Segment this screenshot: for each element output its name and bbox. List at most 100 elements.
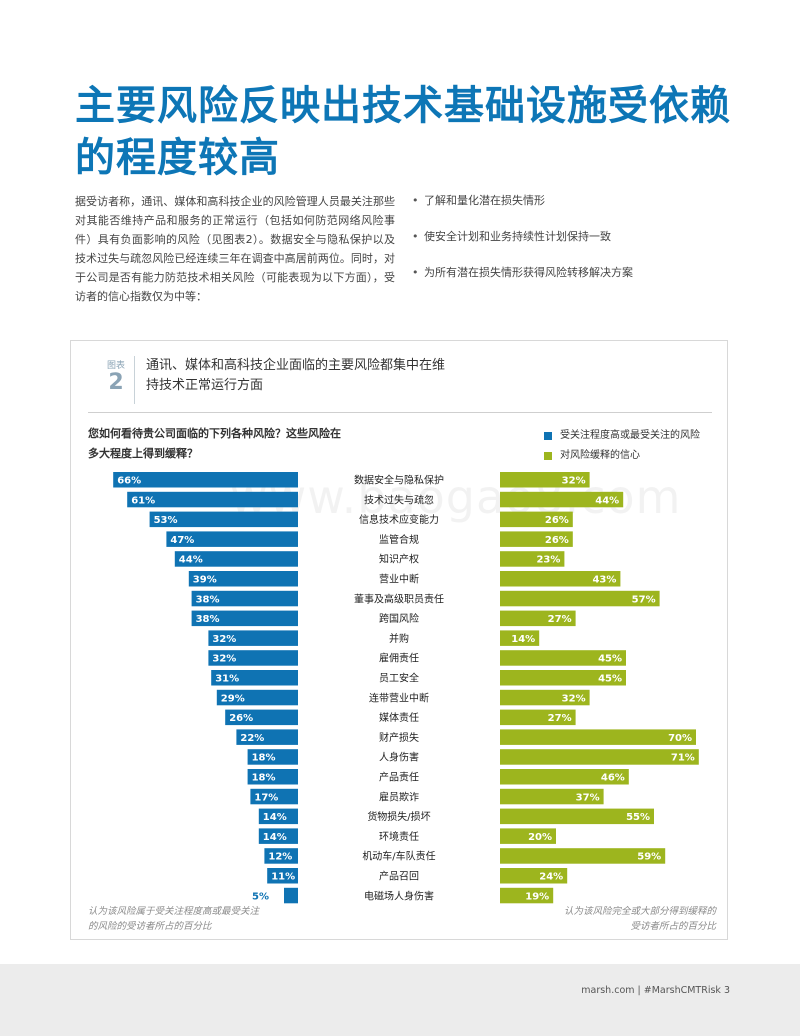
figure-frame	[70, 340, 728, 940]
concern-value-label: 66%	[117, 476, 141, 487]
bullet-item: 为所有潜在损失情形获得风险转移解决方案	[412, 266, 742, 280]
page-title: 主要风险反映出技术基础设施受依赖的程度较高	[75, 83, 731, 181]
concern-bar	[127, 491, 298, 508]
risk-category-label: 董事及高级职员责任	[354, 592, 444, 605]
confidence-bar	[500, 610, 576, 627]
confidence-value-label: 43%	[592, 575, 616, 586]
concern-bar	[188, 571, 298, 587]
concern-bar	[208, 650, 298, 666]
confidence-value-label: 55%	[626, 812, 650, 823]
figure-label-text: 图表	[106, 361, 125, 371]
confidence-value-label: 19%	[525, 891, 549, 902]
concern-value-label: 22%	[240, 733, 264, 744]
survey-question: 您如何看待贵公司面临的下列各种风险？这些风险在多大程度上得到缓释？	[88, 427, 341, 460]
confidence-bar	[500, 709, 576, 726]
concern-bar	[258, 808, 298, 825]
confidence-value-label: 24%	[539, 872, 563, 883]
confidence-value-label: 46%	[601, 773, 625, 784]
bullet-list: 了解和量化潜在损失情形 使安全计划和业务持续性计划保持一致 为所有潜在损失情形获…	[412, 194, 742, 302]
concern-value-label: 31%	[215, 674, 239, 685]
confidence-value-label: 45%	[598, 674, 622, 685]
risk-category-label: 监管合规	[379, 533, 419, 546]
concern-value-label: 38%	[196, 614, 220, 625]
confidence-bar	[500, 788, 604, 805]
confidence-bar	[500, 769, 629, 785]
confidence-bar	[500, 650, 626, 666]
concern-bar	[250, 788, 298, 805]
concern-bar	[267, 868, 298, 884]
concern-bar	[149, 511, 298, 528]
risk-category-label: 媒体责任	[379, 711, 419, 724]
confidence-bar	[500, 868, 568, 884]
confidence-value-label: 71%	[671, 753, 695, 764]
legend-label-confidence: 对风险缓释的信心	[560, 450, 640, 461]
confidence-value-label: 27%	[548, 614, 572, 625]
concern-bar	[247, 769, 298, 785]
confidence-bar	[500, 670, 626, 686]
risk-category-label: 人身伤害	[379, 751, 419, 764]
risk-category-label: 技术过失与疏忽	[364, 493, 434, 506]
concern-value-label: 26%	[229, 713, 253, 724]
concern-value-label: 61%	[131, 495, 155, 506]
confidence-value-label: 26%	[545, 535, 569, 546]
confidence-bar	[500, 511, 573, 528]
concern-value-label: 53%	[154, 515, 178, 526]
confidence-value-label: 70%	[668, 733, 692, 744]
concern-bar	[264, 848, 298, 864]
risk-category-label: 信息技术应变能力	[359, 513, 439, 526]
risk-category-label: 连带营业中断	[369, 691, 429, 704]
risk-category-label: 并购	[389, 632, 409, 645]
footnote-left: 认为该风险属于受关注程度高或最受关注的风险的受访者所占的百分比	[88, 906, 260, 932]
footnote-right: 认为该风险完全或大部分得到缓释的受访者所占的百分比	[563, 906, 716, 932]
concern-bar	[247, 749, 298, 765]
confidence-value-label: 45%	[598, 654, 622, 665]
confidence-bar	[500, 590, 660, 607]
concern-bar	[216, 689, 298, 706]
confidence-value-label: 44%	[595, 495, 619, 506]
confidence-bar	[500, 531, 573, 547]
chart-legend: 受关注程度高或最受关注的风险 对风险缓释的信心	[544, 426, 734, 466]
concern-value-label: 17%	[254, 792, 278, 803]
risk-category-label: 产品责任	[379, 771, 419, 784]
concern-value-label: 32%	[212, 634, 236, 645]
figure-divider	[134, 356, 135, 404]
confidence-value-label: 37%	[576, 792, 600, 803]
legend-item-confidence: 对风险缓释的信心	[544, 446, 734, 466]
confidence-bar	[500, 689, 590, 706]
confidence-value-label: 27%	[548, 713, 572, 724]
concern-value-label: 39%	[193, 575, 217, 586]
confidence-bar	[500, 472, 590, 488]
concern-bar	[211, 670, 298, 686]
risk-category-label: 雇员欺诈	[379, 790, 419, 803]
risk-category-label: 环境责任	[379, 830, 419, 843]
figure-label: 图表 2	[104, 358, 128, 395]
confidence-value-label: 32%	[562, 693, 586, 704]
intro-paragraph: 据受访者称，通讯、媒体和高科技企业的风险管理人员最关注那些对其能否维持产品和服务…	[75, 195, 395, 303]
confidence-bar	[500, 848, 666, 864]
confidence-bar	[500, 491, 624, 508]
concern-value-label: 18%	[252, 753, 276, 764]
concern-value-label: 5%	[252, 891, 269, 902]
concern-bar	[225, 709, 298, 726]
risk-category-label: 跨国风险	[379, 612, 419, 625]
risk-category-label: 产品召回	[379, 870, 419, 883]
risk-category-label: 员工安全	[379, 672, 419, 685]
risk-category-label: 电磁场人身伤害	[364, 889, 434, 902]
confidence-bar	[500, 729, 696, 745]
footer-text: marsh.com | #MarshCMTRisk 3	[581, 985, 730, 996]
concern-value-label: 47%	[170, 535, 194, 546]
risk-category-label: 知识产权	[379, 553, 419, 566]
concern-value-label: 18%	[252, 773, 276, 784]
concern-bar	[174, 551, 298, 567]
concern-value-label: 38%	[196, 594, 220, 605]
concern-bar	[191, 590, 298, 607]
risk-category-label: 财产损失	[379, 731, 419, 744]
confidence-value-label: 32%	[562, 476, 586, 487]
legend-swatch-confidence	[544, 452, 552, 460]
risk-category-label: 数据安全与隐私保护	[354, 474, 444, 487]
concern-bar	[166, 531, 298, 547]
confidence-bar	[500, 571, 621, 587]
concern-value-label: 44%	[179, 555, 203, 566]
confidence-bar	[500, 887, 554, 904]
concern-bar	[236, 729, 298, 745]
